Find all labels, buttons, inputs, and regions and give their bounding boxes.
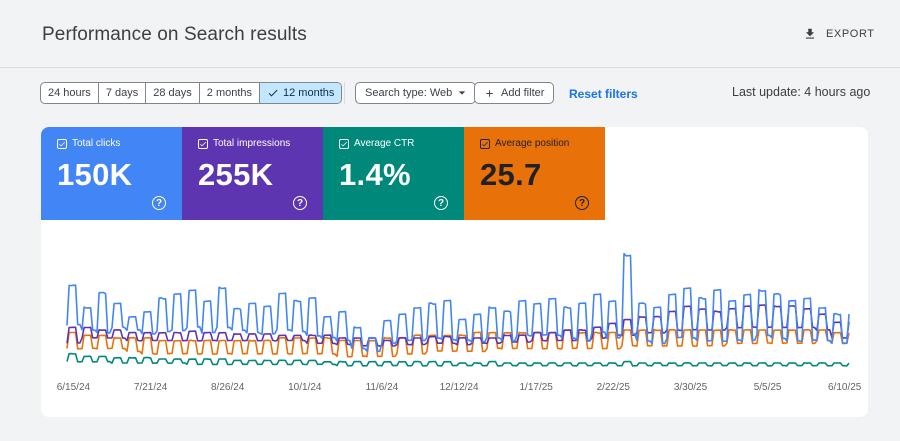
performance-card: Total clicks 150K ? Total impressions 25… [41, 127, 868, 417]
range-24-hours[interactable]: 24 hours [41, 83, 99, 103]
help-icon[interactable]: ? [575, 196, 589, 210]
series-line-total-clicks[interactable] [66, 252, 850, 353]
header: Performance on Search results EXPORT [0, 0, 900, 68]
metric-header: Average position [480, 138, 569, 149]
metric-total-clicks[interactable]: Total clicks 150K ? [41, 127, 182, 220]
metric-header: Total impressions [198, 138, 290, 149]
metric-value: 150K [57, 157, 133, 192]
x-tick-label: 11/6/24 [366, 382, 399, 393]
metric-label: Average CTR [354, 138, 415, 149]
x-tick-label: 2/22/25 [597, 382, 631, 393]
metric-value: 25.7 [480, 157, 542, 192]
series-line-average-ctr[interactable] [66, 352, 850, 367]
x-tick-label: 6/10/25 [828, 382, 862, 393]
metric-header: Total clicks [57, 138, 120, 149]
download-icon [805, 28, 815, 39]
export-label: EXPORT [826, 28, 875, 40]
page-title: Performance on Search results [42, 24, 307, 45]
metric-label: Total impressions [213, 138, 291, 149]
search-type-label: Search type: Web [365, 87, 453, 99]
metric-label: Total clicks [72, 138, 121, 149]
checkbox-icon[interactable] [198, 138, 208, 149]
metric-total-impressions[interactable]: Total impressions 255K ? [182, 127, 323, 220]
range-12-months[interactable]: 12 months [260, 83, 342, 103]
filter-divider [344, 82, 345, 104]
metric-average-ctr[interactable]: Average CTR 1.4% ? [323, 127, 464, 220]
range-label: 24 hours [48, 87, 91, 99]
metric-header: Average CTR [339, 138, 414, 149]
metric-value: 1.4% [339, 157, 411, 192]
x-tick-label: 5/5/25 [754, 382, 782, 393]
reset-filters-link[interactable]: Reset filters [569, 87, 638, 101]
checkbox-icon[interactable] [57, 138, 67, 149]
range-label: 2 months [206, 87, 253, 99]
x-tick-label: 3/30/25 [674, 382, 708, 393]
range-label: 28 days [153, 87, 192, 99]
x-tick-label: 10/1/24 [288, 382, 322, 393]
metric-label: Average position [495, 138, 570, 149]
last-update-text: Last update: 4 hours ago [732, 85, 871, 99]
range-7-days[interactable]: 7 days [99, 83, 147, 103]
checkbox-icon[interactable] [339, 138, 349, 149]
date-range-selector: 24 hours 7 days 28 days 2 months 12 mont… [40, 82, 343, 104]
series-line-total-impressions[interactable] [66, 304, 850, 347]
range-2-months[interactable]: 2 months [200, 83, 261, 103]
range-28-days[interactable]: 28 days [146, 83, 200, 103]
range-label: 7 days [105, 87, 139, 99]
export-button[interactable]: EXPORT [803, 27, 875, 41]
performance-line-chart[interactable]: 6/15/24 7/21/24 8/26/24 10/1/24 11/6/24 12/12… [41, 227, 868, 407]
search-type-dropdown[interactable]: Search type: Web [355, 82, 477, 104]
add-filter-button[interactable]: Add filter [474, 82, 555, 104]
caret-down-icon [459, 91, 466, 95]
x-tick-label: 8/26/24 [211, 382, 245, 393]
x-tick-label: 12/12/24 [440, 382, 479, 393]
metric-value: 255K [198, 157, 274, 192]
help-icon[interactable]: ? [434, 196, 448, 210]
metric-tabs: Total clicks 150K ? Total impressions 25… [41, 127, 605, 220]
range-label: 12 months [283, 87, 335, 99]
help-icon[interactable]: ? [293, 196, 307, 210]
plus-icon [486, 89, 493, 97]
x-tick-label: 6/15/24 [57, 382, 91, 393]
x-tick-label: 7/21/24 [134, 382, 168, 393]
add-filter-label: Add filter [501, 87, 545, 99]
checkbox-icon[interactable] [480, 138, 490, 149]
x-tick-label: 1/17/25 [520, 382, 554, 393]
check-icon [268, 89, 278, 97]
help-icon[interactable]: ? [152, 196, 166, 210]
metric-average-position[interactable]: Average position 25.7 ? [464, 127, 605, 220]
